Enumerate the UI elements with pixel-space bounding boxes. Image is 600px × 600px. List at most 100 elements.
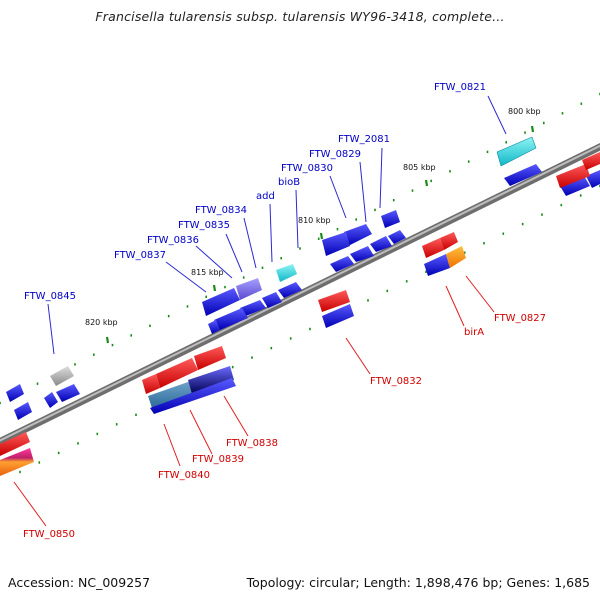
track-dot — [524, 131, 526, 134]
label-ftw-0835: FTW_0835 — [178, 220, 230, 231]
gene-ftw-0834 — [236, 278, 262, 300]
forward-labels: FTW_0821 FTW_2081 FTW_0829 FTW_0830 bioB… — [24, 82, 486, 302]
track-dot — [405, 280, 408, 283]
gene-ftw-0850 — [0, 432, 30, 456]
track-dot — [130, 334, 132, 337]
gene-ftw-0827b — [440, 232, 458, 250]
topology-label: Topology: circular; Length: 1,898,476 bp… — [246, 575, 590, 590]
gene-ftw-0837b — [208, 320, 220, 334]
gene-ftw-0835 — [202, 288, 240, 316]
track-dot — [96, 432, 99, 436]
reverse-genes[interactable] — [0, 152, 600, 476]
track-dot — [561, 112, 564, 115]
gene-ftw-0839 — [156, 358, 198, 388]
accession-label: Accession: NC_009257 — [8, 575, 151, 590]
gene-ftw-0845 — [50, 366, 74, 386]
track-dot — [336, 228, 339, 231]
track-dot — [0, 401, 1, 405]
gene-ftw-0840 — [142, 374, 160, 394]
track-dot — [449, 170, 451, 173]
gene-ftw-0831a — [370, 236, 392, 252]
reverse-leaders — [13, 275, 495, 527]
track-dot — [430, 179, 432, 183]
track-dot — [38, 461, 41, 464]
label-ftw-0839: FTW_0839 — [192, 454, 244, 465]
track-dot — [309, 327, 311, 331]
track-dot — [19, 470, 21, 474]
track-dot — [463, 251, 466, 254]
label-birA: birA — [464, 327, 484, 338]
label-ftw-2081: FTW_2081 — [338, 134, 390, 145]
track-dot — [505, 141, 507, 144]
track-dot — [111, 343, 114, 347]
track-dot — [251, 356, 253, 359]
gene-ftw-0829 — [344, 224, 372, 246]
track-dot — [502, 232, 505, 235]
gene-ftw-0843 — [150, 378, 236, 414]
gene-birA — [424, 254, 450, 276]
track-dot — [74, 363, 76, 366]
track-dot — [355, 218, 357, 221]
track-dot — [483, 242, 485, 245]
gene-ftw-0822 — [504, 164, 542, 186]
label-ftw-0830: FTW_0830 — [281, 163, 333, 174]
gene-ftw-0833 — [262, 292, 282, 308]
track-dot — [299, 247, 301, 250]
label-ftw-0837: FTW_0837 — [114, 250, 166, 261]
track-dot — [367, 299, 369, 302]
track-dot — [374, 208, 376, 212]
gene-ftw-0846 — [56, 384, 80, 402]
label-ftw-0821: FTW_0821 — [434, 82, 486, 93]
ruler-label-805: 805 kbp — [403, 163, 436, 172]
track-dot — [57, 451, 60, 455]
gene-ftw-0831c — [330, 256, 354, 272]
track-dot — [149, 324, 151, 327]
track-dot — [543, 121, 545, 125]
track-dot — [205, 295, 207, 298]
label-ftw-0845: FTW_0845 — [24, 291, 76, 302]
label-ftw-0829: FTW_0829 — [309, 149, 361, 160]
gene-ftw-0851 — [0, 448, 34, 476]
gene-ftw-0830 — [322, 232, 350, 256]
track-dot — [115, 423, 118, 426]
track-dot — [486, 150, 489, 154]
gene-ftw-0817 — [582, 152, 600, 170]
ruler-label-810: 810 kbp — [298, 216, 331, 225]
ruler-ticks — [105, 125, 535, 344]
track-dot — [224, 285, 226, 289]
track-dot — [411, 189, 414, 192]
track-dot — [541, 213, 543, 216]
gene-bioB — [276, 264, 297, 282]
genome-backbone — [0, 143, 600, 446]
track-dot — [186, 305, 189, 308]
label-ftw-0840: FTW_0840 — [158, 470, 210, 481]
track-dot — [580, 102, 583, 105]
label-ftw-0838: FTW_0838 — [226, 438, 278, 449]
track-dot — [289, 337, 292, 340]
gene-ftw-0818 — [556, 164, 590, 188]
track-dot — [317, 237, 320, 240]
label-ftw-0836: FTW_0836 — [147, 235, 199, 246]
track-dot — [261, 266, 264, 269]
gene-ftw-0849 — [14, 402, 32, 420]
track-dot — [77, 442, 79, 445]
track-dot — [167, 314, 170, 318]
label-ftw-0832: FTW_0832 — [370, 376, 422, 387]
gene-ftw-0847 — [44, 392, 58, 408]
track-dot — [425, 270, 427, 273]
map-title: Francisella tularensis subsp. tularensis… — [95, 9, 505, 24]
forward-genes[interactable] — [6, 136, 600, 420]
gene-ftw-0828 — [388, 230, 406, 244]
gene-ftw-0831b — [350, 246, 374, 262]
ruler-label-815: 815 kbp — [191, 268, 224, 277]
gene-ftw-0832b — [322, 304, 354, 328]
track-dot — [521, 222, 524, 226]
gene-ftw-0848 — [6, 384, 24, 402]
gene-ftw-0836 — [240, 300, 266, 316]
label-ftw-0827: FTW_0827 — [494, 313, 546, 324]
gene-ftw-0837 — [214, 308, 248, 330]
track-dot — [560, 203, 563, 207]
reverse-labels: FTW_0827 birA FTW_0832 FTW_0838 FTW_0839… — [23, 313, 546, 540]
track-dot — [386, 289, 389, 293]
